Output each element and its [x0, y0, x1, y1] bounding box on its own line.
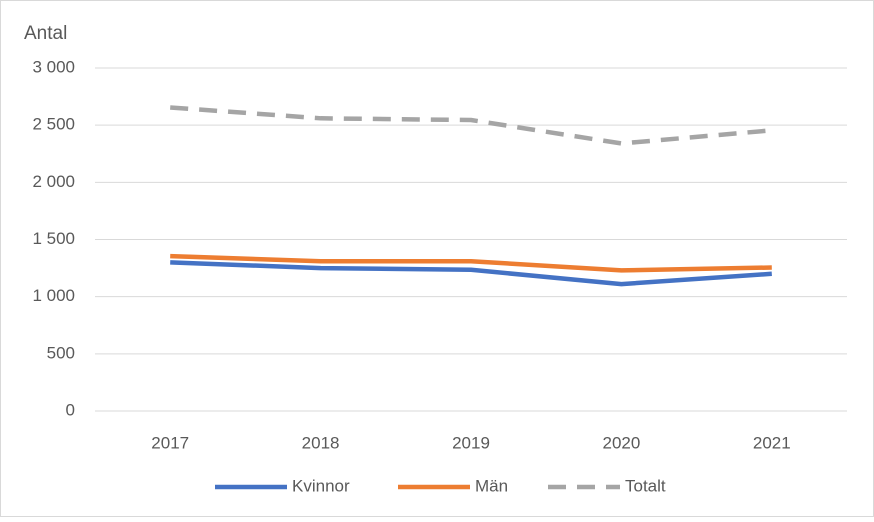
y-tick-label: 3 000: [32, 57, 75, 76]
legend-label: Män: [475, 476, 508, 495]
series-line: [170, 260, 772, 287]
x-tick-label: 2020: [602, 433, 640, 452]
y-tick-label: 500: [47, 343, 75, 362]
y-tick-label: 2 000: [32, 172, 75, 191]
y-tick-label: 0: [66, 400, 75, 419]
legend-label: Totalt: [625, 476, 666, 495]
y-tick-label: 2 500: [32, 115, 75, 134]
x-tick-label: 2017: [151, 433, 189, 452]
series-line: [170, 253, 772, 273]
series-line: [170, 105, 772, 146]
y-axis-label: Antal: [24, 23, 67, 44]
y-tick-label: 1 000: [32, 286, 75, 305]
x-tick-label: 2019: [452, 433, 490, 452]
x-tick-label: 2018: [302, 433, 340, 452]
x-tick-label: 2021: [753, 433, 791, 452]
y-tick-label: 1 500: [32, 229, 75, 248]
legend-label: Kvinnor: [292, 476, 350, 495]
